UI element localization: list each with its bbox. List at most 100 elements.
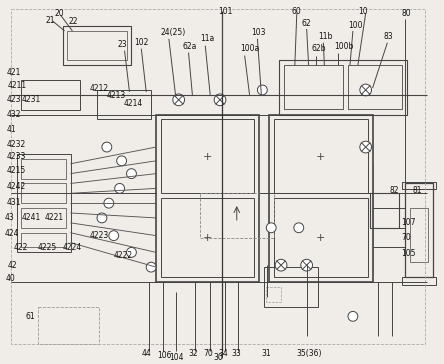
Text: 30: 30 [213,353,223,362]
Circle shape [258,85,267,95]
Text: 21: 21 [46,16,56,25]
Text: 4222: 4222 [114,251,133,260]
Bar [17,154,71,252]
Text: 4221: 4221 [45,213,64,222]
Text: 101: 101 [218,7,233,16]
Text: 82: 82 [389,186,399,195]
Text: 4215: 4215 [7,166,26,175]
Text: 4242: 4242 [7,182,26,191]
Text: 33: 33 [232,349,242,358]
Text: 23: 23 [118,40,127,49]
Circle shape [97,213,107,223]
Text: +: + [202,152,212,162]
Circle shape [127,169,136,179]
Text: 431: 431 [7,198,21,207]
Bar [21,208,66,228]
Bar [279,60,407,115]
Text: 106: 106 [157,351,171,360]
Circle shape [115,183,125,193]
Text: 42: 42 [8,261,17,270]
Text: 103: 103 [252,28,266,37]
Text: 104: 104 [169,353,183,362]
Circle shape [348,312,358,321]
Text: 4213: 4213 [107,91,126,100]
Text: 424: 424 [4,229,19,238]
Circle shape [104,198,114,208]
Bar [21,183,66,203]
Text: 432: 432 [7,110,21,119]
Circle shape [301,259,313,271]
Text: 4212: 4212 [90,83,109,92]
Bar [402,182,436,189]
Circle shape [117,156,127,166]
Circle shape [360,84,372,96]
Text: 11a: 11a [200,34,214,43]
Text: 4211: 4211 [8,80,27,90]
Text: 62b: 62b [312,44,326,53]
Bar [67,31,127,60]
Bar [348,66,402,109]
Bar [405,183,432,277]
Bar [21,159,66,179]
Bar [410,208,428,262]
Text: 32: 32 [189,349,198,358]
Circle shape [360,141,372,153]
Text: 43: 43 [4,213,14,222]
Bar [200,193,274,238]
Text: 100b: 100b [334,42,353,51]
Text: 422: 422 [13,243,28,252]
Text: +: + [316,152,325,162]
Circle shape [275,259,287,271]
Bar [284,66,343,109]
Text: 83: 83 [384,32,393,41]
Text: 22: 22 [68,17,78,25]
Text: 62a: 62a [182,42,197,51]
Text: 70: 70 [203,349,213,358]
Circle shape [214,94,226,106]
Text: 41: 41 [7,125,16,134]
Bar [274,119,368,193]
Text: 61: 61 [25,312,35,321]
Text: 34: 34 [218,349,228,358]
Bar [402,277,436,285]
Bar [97,90,151,119]
Bar [161,119,254,193]
Text: 80: 80 [401,9,411,18]
Text: 105: 105 [401,249,416,258]
Text: 35(36): 35(36) [297,349,322,358]
Text: 81: 81 [413,186,422,195]
Bar [266,287,281,302]
Circle shape [102,142,112,152]
Text: 24(25): 24(25) [161,28,186,37]
Bar [38,306,99,344]
Text: 20: 20 [55,9,64,18]
Text: 70: 70 [401,233,411,242]
Bar [274,198,368,277]
Text: 31: 31 [262,349,271,358]
Text: 10: 10 [358,7,368,16]
Circle shape [127,248,136,257]
Text: 4224: 4224 [63,243,82,252]
Text: 11b: 11b [318,32,333,41]
Circle shape [109,231,119,241]
Bar [21,233,66,248]
Bar [269,115,373,282]
Text: 4225: 4225 [38,243,57,252]
Bar [21,80,80,110]
Text: 100a: 100a [240,44,259,53]
Text: 4223: 4223 [90,231,109,240]
Text: +: + [202,233,212,242]
Bar [161,198,254,277]
Text: 62: 62 [302,19,311,28]
Text: 421: 421 [7,68,21,77]
Text: +: + [316,233,325,242]
Text: 100: 100 [348,20,362,29]
Text: 40: 40 [5,274,15,284]
Bar [264,267,318,306]
Bar [370,193,399,228]
Circle shape [266,223,276,233]
Circle shape [173,94,185,106]
Text: 102: 102 [135,38,149,47]
Text: 4232: 4232 [7,140,26,149]
Circle shape [294,223,304,233]
